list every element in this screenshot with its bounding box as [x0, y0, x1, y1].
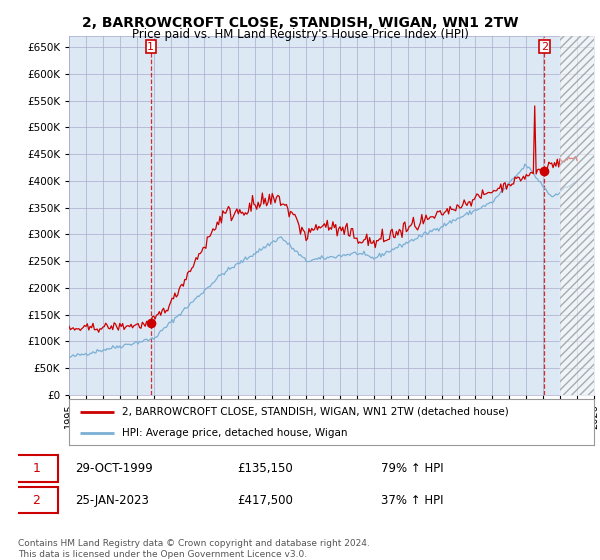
FancyBboxPatch shape	[15, 455, 58, 482]
Text: 1: 1	[32, 462, 40, 475]
Text: 25-JAN-2023: 25-JAN-2023	[76, 494, 149, 507]
Text: Contains HM Land Registry data © Crown copyright and database right 2024.
This d: Contains HM Land Registry data © Crown c…	[18, 539, 370, 559]
Text: HPI: Average price, detached house, Wigan: HPI: Average price, detached house, Wiga…	[121, 428, 347, 438]
Text: 2, BARROWCROFT CLOSE, STANDISH, WIGAN, WN1 2TW (detached house): 2, BARROWCROFT CLOSE, STANDISH, WIGAN, W…	[121, 407, 508, 417]
Text: 1: 1	[147, 42, 154, 52]
Text: 37% ↑ HPI: 37% ↑ HPI	[381, 494, 443, 507]
FancyBboxPatch shape	[15, 487, 58, 514]
Text: Price paid vs. HM Land Registry's House Price Index (HPI): Price paid vs. HM Land Registry's House …	[131, 28, 469, 41]
Text: £417,500: £417,500	[237, 494, 293, 507]
Text: £135,150: £135,150	[237, 462, 293, 475]
Text: 2: 2	[32, 494, 40, 507]
Text: 2, BARROWCROFT CLOSE, STANDISH, WIGAN, WN1 2TW: 2, BARROWCROFT CLOSE, STANDISH, WIGAN, W…	[82, 16, 518, 30]
Text: 29-OCT-1999: 29-OCT-1999	[76, 462, 154, 475]
Text: 79% ↑ HPI: 79% ↑ HPI	[381, 462, 443, 475]
Text: 2: 2	[541, 42, 548, 52]
Bar	[560, 36, 594, 395]
